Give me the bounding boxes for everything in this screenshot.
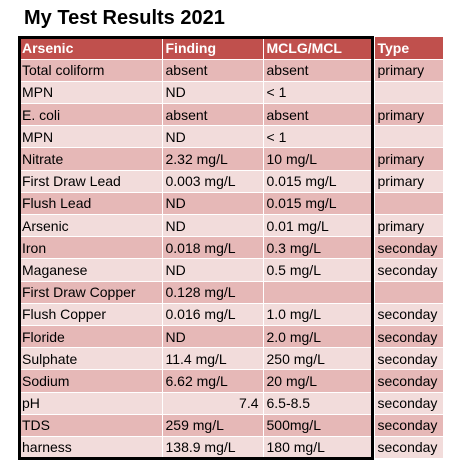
cell-mclg-mcl: 1.0 mg/L — [263, 303, 375, 326]
cell-contaminant: MPN — [19, 125, 163, 149]
cell-finding: 0.018 mg/L — [162, 236, 264, 260]
cell-mclg-mcl: < 1 — [263, 81, 375, 105]
cell-type — [374, 192, 444, 216]
cell-finding: 0.016 mg/L — [162, 303, 264, 326]
column-header-finding: Finding — [162, 37, 264, 60]
table-row: Arsenic ND 0.01 mg/L primary — [19, 214, 444, 238]
table-row: TDS 259 mg/L 500mg/L seconday — [19, 414, 444, 437]
cell-finding: 259 mg/L — [162, 414, 264, 437]
table-row: First Draw Copper 0.128 mg/L — [19, 281, 444, 304]
cell-contaminant: E. coli — [19, 103, 163, 127]
cell-mclg-mcl: 20 mg/L — [263, 369, 375, 393]
cell-type: seconday — [374, 369, 444, 393]
cell-mclg-mcl: 2.0 mg/L — [263, 325, 375, 349]
cell-mclg-mcl: 0.015 mg/L — [263, 192, 375, 216]
table-row: pH 7.4 6.5-8.5 seconday — [19, 392, 444, 415]
table-row: Sodium 6.62 mg/L 20 mg/L seconday — [19, 369, 444, 393]
cell-contaminant: First Draw Lead — [19, 170, 163, 193]
table-row: Total coliform absent absent primary — [19, 59, 444, 82]
cell-contaminant: Nitrate — [19, 147, 163, 171]
column-header-type: Type — [374, 37, 444, 60]
cell-type: seconday — [374, 258, 444, 282]
table-row: MPN ND < 1 — [19, 81, 444, 105]
cell-mclg-mcl: < 1 — [263, 125, 375, 149]
table-row: Nitrate 2.32 mg/L 10 mg/L primary — [19, 147, 444, 171]
cell-finding: 11.4 mg/L — [162, 347, 264, 371]
table-row: Sulphate 11.4 mg/L 250 mg/L seconday — [19, 347, 444, 371]
cell-finding: ND — [162, 81, 264, 105]
cell-mclg-mcl: 0.01 mg/L — [263, 214, 375, 238]
cell-mclg-mcl — [263, 281, 375, 304]
cell-mclg-mcl: 0.015 mg/L — [263, 170, 375, 193]
cell-type: primary — [374, 147, 444, 171]
cell-type: seconday — [374, 347, 444, 371]
cell-finding: absent — [162, 103, 264, 127]
cell-mclg-mcl: 250 mg/L — [263, 347, 375, 371]
cell-mclg-mcl: absent — [263, 59, 375, 82]
cell-type: primary — [374, 214, 444, 238]
cell-finding: ND — [162, 214, 264, 238]
cell-contaminant: Arsenic — [19, 214, 163, 238]
cell-contaminant: Floride — [19, 325, 163, 349]
cell-contaminant: Sulphate — [19, 347, 163, 371]
cell-contaminant: TDS — [19, 414, 163, 437]
cell-finding: 0.128 mg/L — [162, 281, 264, 304]
cell-finding: ND — [162, 325, 264, 349]
cell-mclg-mcl: 180 mg/L — [263, 436, 375, 460]
table-row: First Draw Lead 0.003 mg/L 0.015 mg/L prima… — [19, 170, 444, 193]
cell-type: seconday — [374, 236, 444, 260]
cell-mclg-mcl: 0.5 mg/L — [263, 258, 375, 282]
cell-contaminant: Iron — [19, 236, 163, 260]
cell-type: seconday — [374, 325, 444, 349]
cell-contaminant: pH — [19, 392, 163, 415]
table-row: Iron 0.018 mg/L 0.3 mg/L seconday — [19, 236, 444, 260]
cell-contaminant: Maganese — [19, 258, 163, 282]
page-title: My Test Results 2021 — [24, 7, 225, 29]
cell-finding: 0.003 mg/L — [162, 170, 264, 193]
cell-finding: ND — [162, 192, 264, 216]
cell-type: primary — [374, 103, 444, 127]
cell-contaminant: MPN — [19, 81, 163, 105]
cell-type: primary — [374, 59, 444, 82]
cell-finding: absent — [162, 59, 264, 82]
cell-contaminant: Flush Copper — [19, 303, 163, 326]
cell-contaminant: harness — [19, 436, 163, 460]
cell-mclg-mcl: 10 mg/L — [263, 147, 375, 171]
cell-finding: ND — [162, 258, 264, 282]
cell-type — [374, 281, 444, 304]
cell-finding: 7.4 — [162, 392, 264, 415]
table-row: Maganese ND 0.5 mg/L seconday — [19, 258, 444, 282]
cell-contaminant: Flush Lead — [19, 192, 163, 216]
cell-type — [374, 81, 444, 105]
cell-finding: 2.32 mg/L — [162, 147, 264, 171]
table-row: Floride ND 2.0 mg/L seconday — [19, 325, 444, 349]
table-row: harness 138.9 mg/L 180 mg/L seconday — [19, 436, 444, 460]
cell-finding: 6.62 mg/L — [162, 369, 264, 393]
table-row: MPN ND < 1 — [19, 125, 444, 149]
cell-type: seconday — [374, 436, 444, 460]
cell-mclg-mcl: 500mg/L — [263, 414, 375, 437]
cell-contaminant: Sodium — [19, 369, 163, 393]
table-row: Flush Lead ND 0.015 mg/L — [19, 192, 444, 216]
cell-mclg-mcl: 0.3 mg/L — [263, 236, 375, 260]
cell-mclg-mcl: 6.5-8.5 — [263, 392, 375, 415]
cell-contaminant: Total coliform — [19, 59, 163, 82]
column-header-mclg-mcl: MCLG/MCL — [263, 37, 375, 60]
table-row: E. coli absent absent primary — [19, 103, 444, 127]
cell-mclg-mcl: absent — [263, 103, 375, 127]
cell-type: primary — [374, 170, 444, 193]
cell-type: seconday — [374, 392, 444, 415]
cell-finding: ND — [162, 125, 264, 149]
table-row: Flush Copper 0.016 mg/L 1.0 mg/L seconday — [19, 303, 444, 326]
cell-type: seconday — [374, 414, 444, 437]
cell-type — [374, 125, 444, 149]
cell-finding: 138.9 mg/L — [162, 436, 264, 460]
table-header-row: Arsenic Finding MCLG/MCL Type — [19, 37, 444, 60]
cell-type: seconday — [374, 303, 444, 326]
cell-contaminant: First Draw Copper — [19, 281, 163, 304]
results-table: Arsenic Finding MCLG/MCL Type Total coli… — [19, 37, 444, 460]
column-header-contaminant: Arsenic — [19, 37, 163, 60]
